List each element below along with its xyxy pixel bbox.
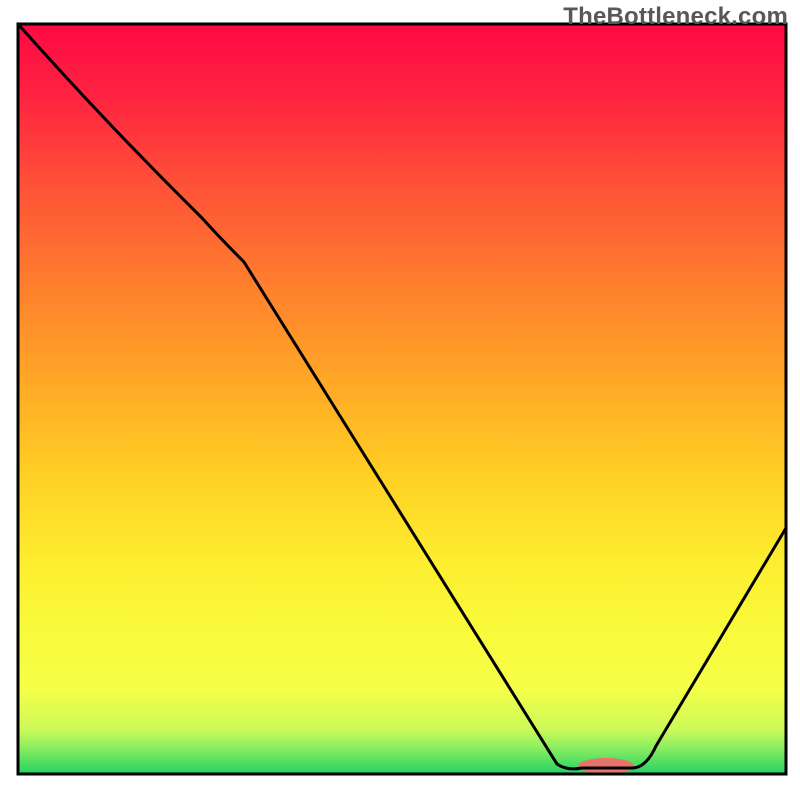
chart-container: TheBottleneck.com bbox=[0, 0, 800, 800]
watermark-text: TheBottleneck.com bbox=[563, 3, 788, 31]
optimum-marker bbox=[578, 758, 634, 774]
plot-area bbox=[18, 24, 786, 774]
chart-svg bbox=[0, 0, 800, 800]
